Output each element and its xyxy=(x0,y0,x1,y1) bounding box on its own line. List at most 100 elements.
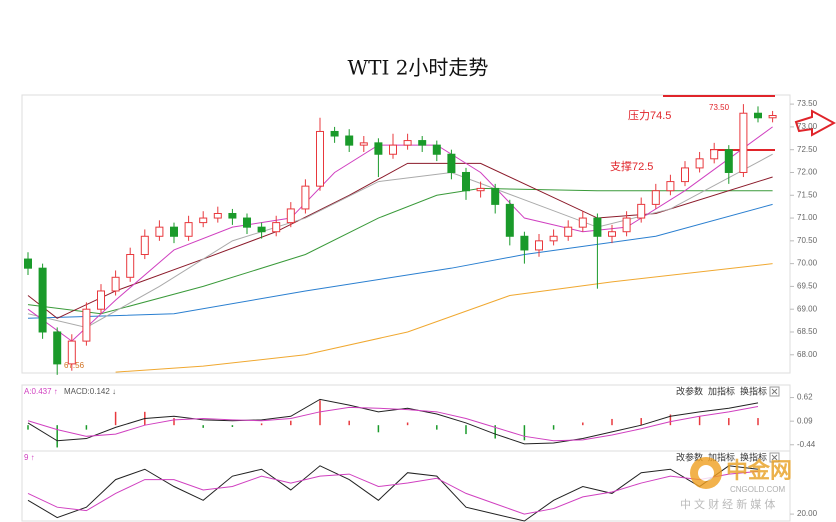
y-tick-label: 70.00 xyxy=(797,259,818,268)
panel-header: MACD:0.142 ↓ xyxy=(64,387,116,396)
kdj-frame xyxy=(21,450,791,522)
candle-body xyxy=(345,135,354,146)
candle-body xyxy=(578,217,587,228)
candle-body xyxy=(491,187,500,205)
y-tick-label: 0.62 xyxy=(797,393,813,402)
y-tick-label: 0.09 xyxy=(797,416,813,425)
annotation: 73.50 xyxy=(709,103,730,112)
candle-body xyxy=(710,149,719,160)
candle-body xyxy=(272,222,281,233)
y-tick-label: -0.44 xyxy=(797,440,816,449)
candle-body xyxy=(199,217,208,224)
k-line xyxy=(27,465,759,522)
candle-body xyxy=(126,254,135,278)
candle-body xyxy=(53,331,62,365)
y-tick-label: 68.50 xyxy=(797,327,818,336)
close-icon xyxy=(771,454,778,461)
candle-body xyxy=(403,140,412,146)
candle-body xyxy=(243,217,251,228)
candle-body xyxy=(67,340,76,365)
candle-body xyxy=(637,203,646,219)
candle-body xyxy=(97,290,105,310)
candle-body xyxy=(170,226,178,237)
y-tick-label: 72.50 xyxy=(797,145,818,154)
watermark-logo: 中金网 xyxy=(726,458,792,483)
candle-body xyxy=(535,240,543,251)
candle-body xyxy=(286,208,295,224)
candle-body xyxy=(432,144,441,155)
candle-body xyxy=(301,185,310,210)
panel-button: 加指标 xyxy=(708,385,735,396)
candle-body xyxy=(418,140,427,146)
candle-body xyxy=(38,267,47,333)
close-icon xyxy=(771,388,778,395)
candle-body xyxy=(462,171,470,192)
moving-average xyxy=(27,187,773,315)
annotation: 支撑72.5 xyxy=(610,159,653,173)
moving-average xyxy=(27,203,773,319)
price-frame xyxy=(21,94,791,374)
moving-average xyxy=(27,153,773,328)
panel-button: 改参数 xyxy=(676,385,703,396)
candle-body xyxy=(564,226,573,237)
candle-body xyxy=(724,149,733,173)
logo-icon xyxy=(698,465,714,481)
y-tick-label: 68.00 xyxy=(797,350,818,359)
candle-body xyxy=(505,203,514,237)
candle-body xyxy=(155,226,164,237)
candle-body xyxy=(330,130,339,137)
candle-body xyxy=(739,112,748,173)
candle-body xyxy=(608,231,616,237)
dif-line xyxy=(27,398,759,445)
panel-button: 换指标 xyxy=(740,451,767,462)
candle-body xyxy=(140,235,149,256)
panel-header: 9 ↑ xyxy=(24,453,35,462)
watermark: 中金网 CNGOLD.COM 中 文 财 经 新 媒 体 xyxy=(680,457,792,511)
y-tick-label: 20.00 xyxy=(797,509,818,518)
candle-body xyxy=(754,112,762,119)
panel-button: 换指标 xyxy=(740,385,767,396)
y-tick-label: 69.00 xyxy=(797,304,818,313)
candle-body xyxy=(24,258,32,269)
candle-body xyxy=(622,217,631,233)
candle-body xyxy=(695,158,704,169)
moving-average xyxy=(27,162,773,319)
y-tick-label: 71.00 xyxy=(797,213,818,222)
y-tick-label: 72.00 xyxy=(797,168,818,177)
moving-average xyxy=(115,263,773,373)
chart-title: WTI 2小时走势 xyxy=(348,56,489,80)
watermark-site: CNGOLD.COM xyxy=(730,485,785,494)
candle-body xyxy=(476,187,485,192)
d-line xyxy=(27,470,759,515)
candle-body xyxy=(447,153,456,173)
candle-body xyxy=(593,217,602,237)
y-tick-label: 73.00 xyxy=(797,122,818,131)
candle-body xyxy=(82,308,91,342)
candle-body xyxy=(374,142,383,155)
candle-body xyxy=(111,276,120,292)
candle-body xyxy=(316,130,324,187)
dea-line xyxy=(27,405,759,442)
candle-body xyxy=(520,235,529,251)
candle-body xyxy=(228,212,237,219)
candle-body xyxy=(359,142,368,146)
candle-body xyxy=(389,144,397,155)
panel-button: 加指标 xyxy=(708,451,735,462)
candle-body xyxy=(549,235,558,242)
y-tick-label: 71.50 xyxy=(797,190,818,199)
y-tick-label: 73.50 xyxy=(797,99,818,108)
annotation: 压力74.5 xyxy=(628,109,671,122)
watermark-slogan: 中 文 财 经 新 媒 体 xyxy=(680,497,775,511)
candle-body xyxy=(213,212,222,219)
panel-button: 改参数 xyxy=(676,451,703,462)
candle-body xyxy=(666,181,675,192)
candle-body xyxy=(681,167,689,183)
arrow-icon xyxy=(794,109,836,137)
y-tick-label: 70.50 xyxy=(797,236,818,245)
panel-header: A:0.437 ↑ xyxy=(24,387,58,396)
candle-body xyxy=(257,226,266,233)
candle-body xyxy=(184,222,193,237)
candle-body xyxy=(768,115,777,119)
